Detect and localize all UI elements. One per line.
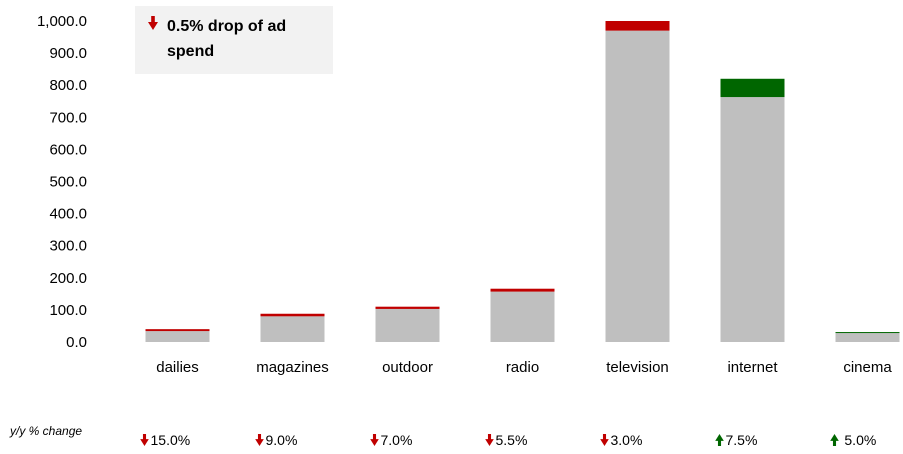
y-tick-label: 600.0 (49, 141, 87, 158)
x-category-label: radio (506, 359, 539, 376)
yy-change-label: y/y % change (10, 424, 83, 438)
bar-base (720, 97, 785, 343)
change-value: 9.0% (254, 432, 298, 448)
bar-change (145, 329, 210, 332)
change-value: 7.0% (369, 432, 413, 448)
arrow-down-icon (254, 434, 264, 446)
arrow-down-icon (599, 434, 609, 446)
change-value: 5.0% (829, 432, 877, 448)
arrow-up-icon (714, 434, 724, 446)
x-category-label: magazines (256, 359, 329, 376)
bar-change (490, 288, 555, 292)
y-tick-label: 100.0 (49, 302, 87, 319)
change-value: 7.5% (714, 432, 758, 448)
change-text: 7.5% (725, 432, 758, 448)
bar-base (605, 30, 670, 342)
y-tick-label: 700.0 (49, 109, 87, 126)
y-tick-label: 500.0 (49, 174, 87, 191)
y-tick-label: 200.0 (49, 270, 87, 287)
y-tick-label: 300.0 (49, 238, 87, 255)
change-value: 15.0% (139, 432, 191, 448)
x-category-label: television (606, 359, 669, 376)
arrow-down-icon (369, 434, 379, 446)
arrow-down-icon (148, 16, 158, 30)
x-category-label: outdoor (382, 359, 433, 376)
bar-change (835, 332, 900, 334)
change-text: 9.0% (265, 432, 298, 448)
change-text: 15.0% (150, 432, 191, 448)
x-category-label: dailies (156, 359, 199, 376)
bar-base (835, 332, 900, 342)
bar-base (260, 316, 325, 342)
bar-change (720, 78, 785, 98)
y-tick-label: 0.0 (66, 334, 87, 351)
bar-change (375, 306, 440, 309)
bar-base (490, 291, 555, 342)
callout-box: 0.5% drop of ad spend (135, 6, 333, 74)
y-tick-label: 400.0 (49, 206, 87, 223)
change-text: 3.0% (610, 432, 643, 448)
change-text: 5.0% (840, 432, 877, 448)
callout-text: 0.5% drop of ad spend (167, 18, 287, 60)
bar-base (145, 331, 210, 342)
y-tick-label: 1,000.0 (37, 13, 87, 30)
bar-change (605, 21, 670, 31)
y-tick-label: 900.0 (49, 45, 87, 62)
change-value: 5.5% (484, 432, 528, 448)
bar-base (375, 308, 440, 342)
arrow-down-icon (484, 434, 494, 446)
change-text: 7.0% (380, 432, 413, 448)
x-category-label: internet (727, 359, 778, 376)
bar-change (260, 313, 325, 317)
x-category-label: cinema (843, 359, 892, 376)
arrow-down-icon (139, 434, 149, 446)
change-text: 5.5% (495, 432, 528, 448)
y-tick-label: 800.0 (49, 77, 87, 94)
arrow-up-icon (829, 434, 839, 446)
change-value: 3.0% (599, 432, 643, 448)
